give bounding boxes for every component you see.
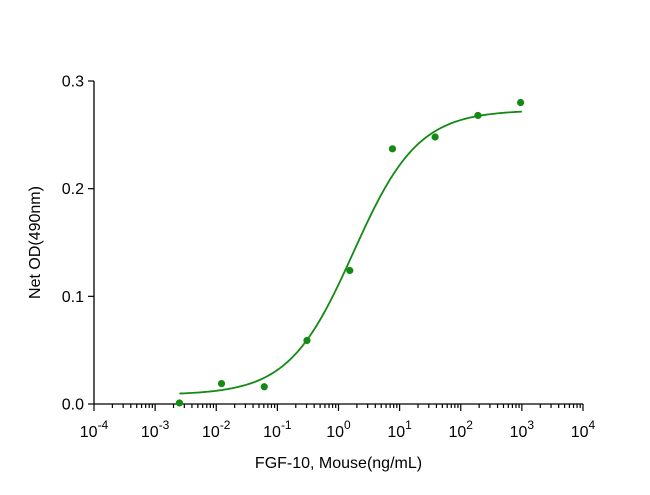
x-tick-label: 10-3 <box>141 418 170 441</box>
fit-layer <box>179 110 522 395</box>
x-tick-label: 10-4 <box>80 418 109 441</box>
data-point <box>346 266 354 275</box>
x-tick-base: 10 <box>326 424 344 441</box>
y-axis-title: Net OD(490nm) <box>27 186 44 299</box>
x-tick-exponent: 0 <box>344 418 351 432</box>
x-tick-base: 10 <box>387 424 405 441</box>
x-tick-label: 101 <box>387 418 412 441</box>
x-tick-exponent: -4 <box>98 418 109 432</box>
x-tick-label: 104 <box>571 418 596 441</box>
x-tick-exponent: 4 <box>589 418 596 432</box>
x-tick-base: 10 <box>571 424 589 441</box>
x-tick-base: 10 <box>141 424 159 441</box>
x-tick-exponent: 1 <box>405 418 412 432</box>
y-ticks: 0.0 0.1 0.2 0.3 <box>62 74 94 414</box>
x-ticks: 10-4 10-3 10-2 10-1 100 101 102 103 104 <box>80 404 596 441</box>
x-tick-label: 102 <box>449 418 474 441</box>
x-tick-base: 10 <box>510 424 528 441</box>
axes <box>93 81 583 405</box>
x-axis-title: FGF-10, Mouse(ng/mL) <box>255 455 422 472</box>
x-tick-exponent: -1 <box>281 418 292 432</box>
x-tick-exponent: -2 <box>220 418 231 432</box>
x-tick-exponent: 2 <box>466 418 473 432</box>
x-tick-label: 10-2 <box>202 418 231 441</box>
x-tick-exponent: 3 <box>527 418 534 432</box>
x-tick-base: 10 <box>80 424 98 441</box>
x-tick-exponent: -3 <box>159 418 170 432</box>
data-point <box>303 336 311 345</box>
data-point <box>175 399 184 407</box>
x-tick-label: 100 <box>326 418 351 441</box>
y-tick-label: 0.1 <box>62 289 84 306</box>
points-layer <box>175 98 525 407</box>
data-point <box>388 145 397 153</box>
x-tick-label: 103 <box>510 418 535 441</box>
data-point <box>260 383 268 391</box>
y-tick-label: 0.0 <box>62 397 84 414</box>
data-point <box>217 379 226 388</box>
x-tick-label: 10-1 <box>263 418 292 441</box>
x-tick-base: 10 <box>202 424 220 441</box>
data-point <box>431 133 439 141</box>
y-tick-label: 0.2 <box>62 181 84 198</box>
data-point <box>517 98 525 107</box>
fit-curve <box>179 110 522 395</box>
y-tick-label: 0.3 <box>62 74 84 91</box>
data-point <box>474 111 482 120</box>
x-tick-base: 10 <box>263 424 281 441</box>
x-tick-base: 10 <box>449 424 467 441</box>
